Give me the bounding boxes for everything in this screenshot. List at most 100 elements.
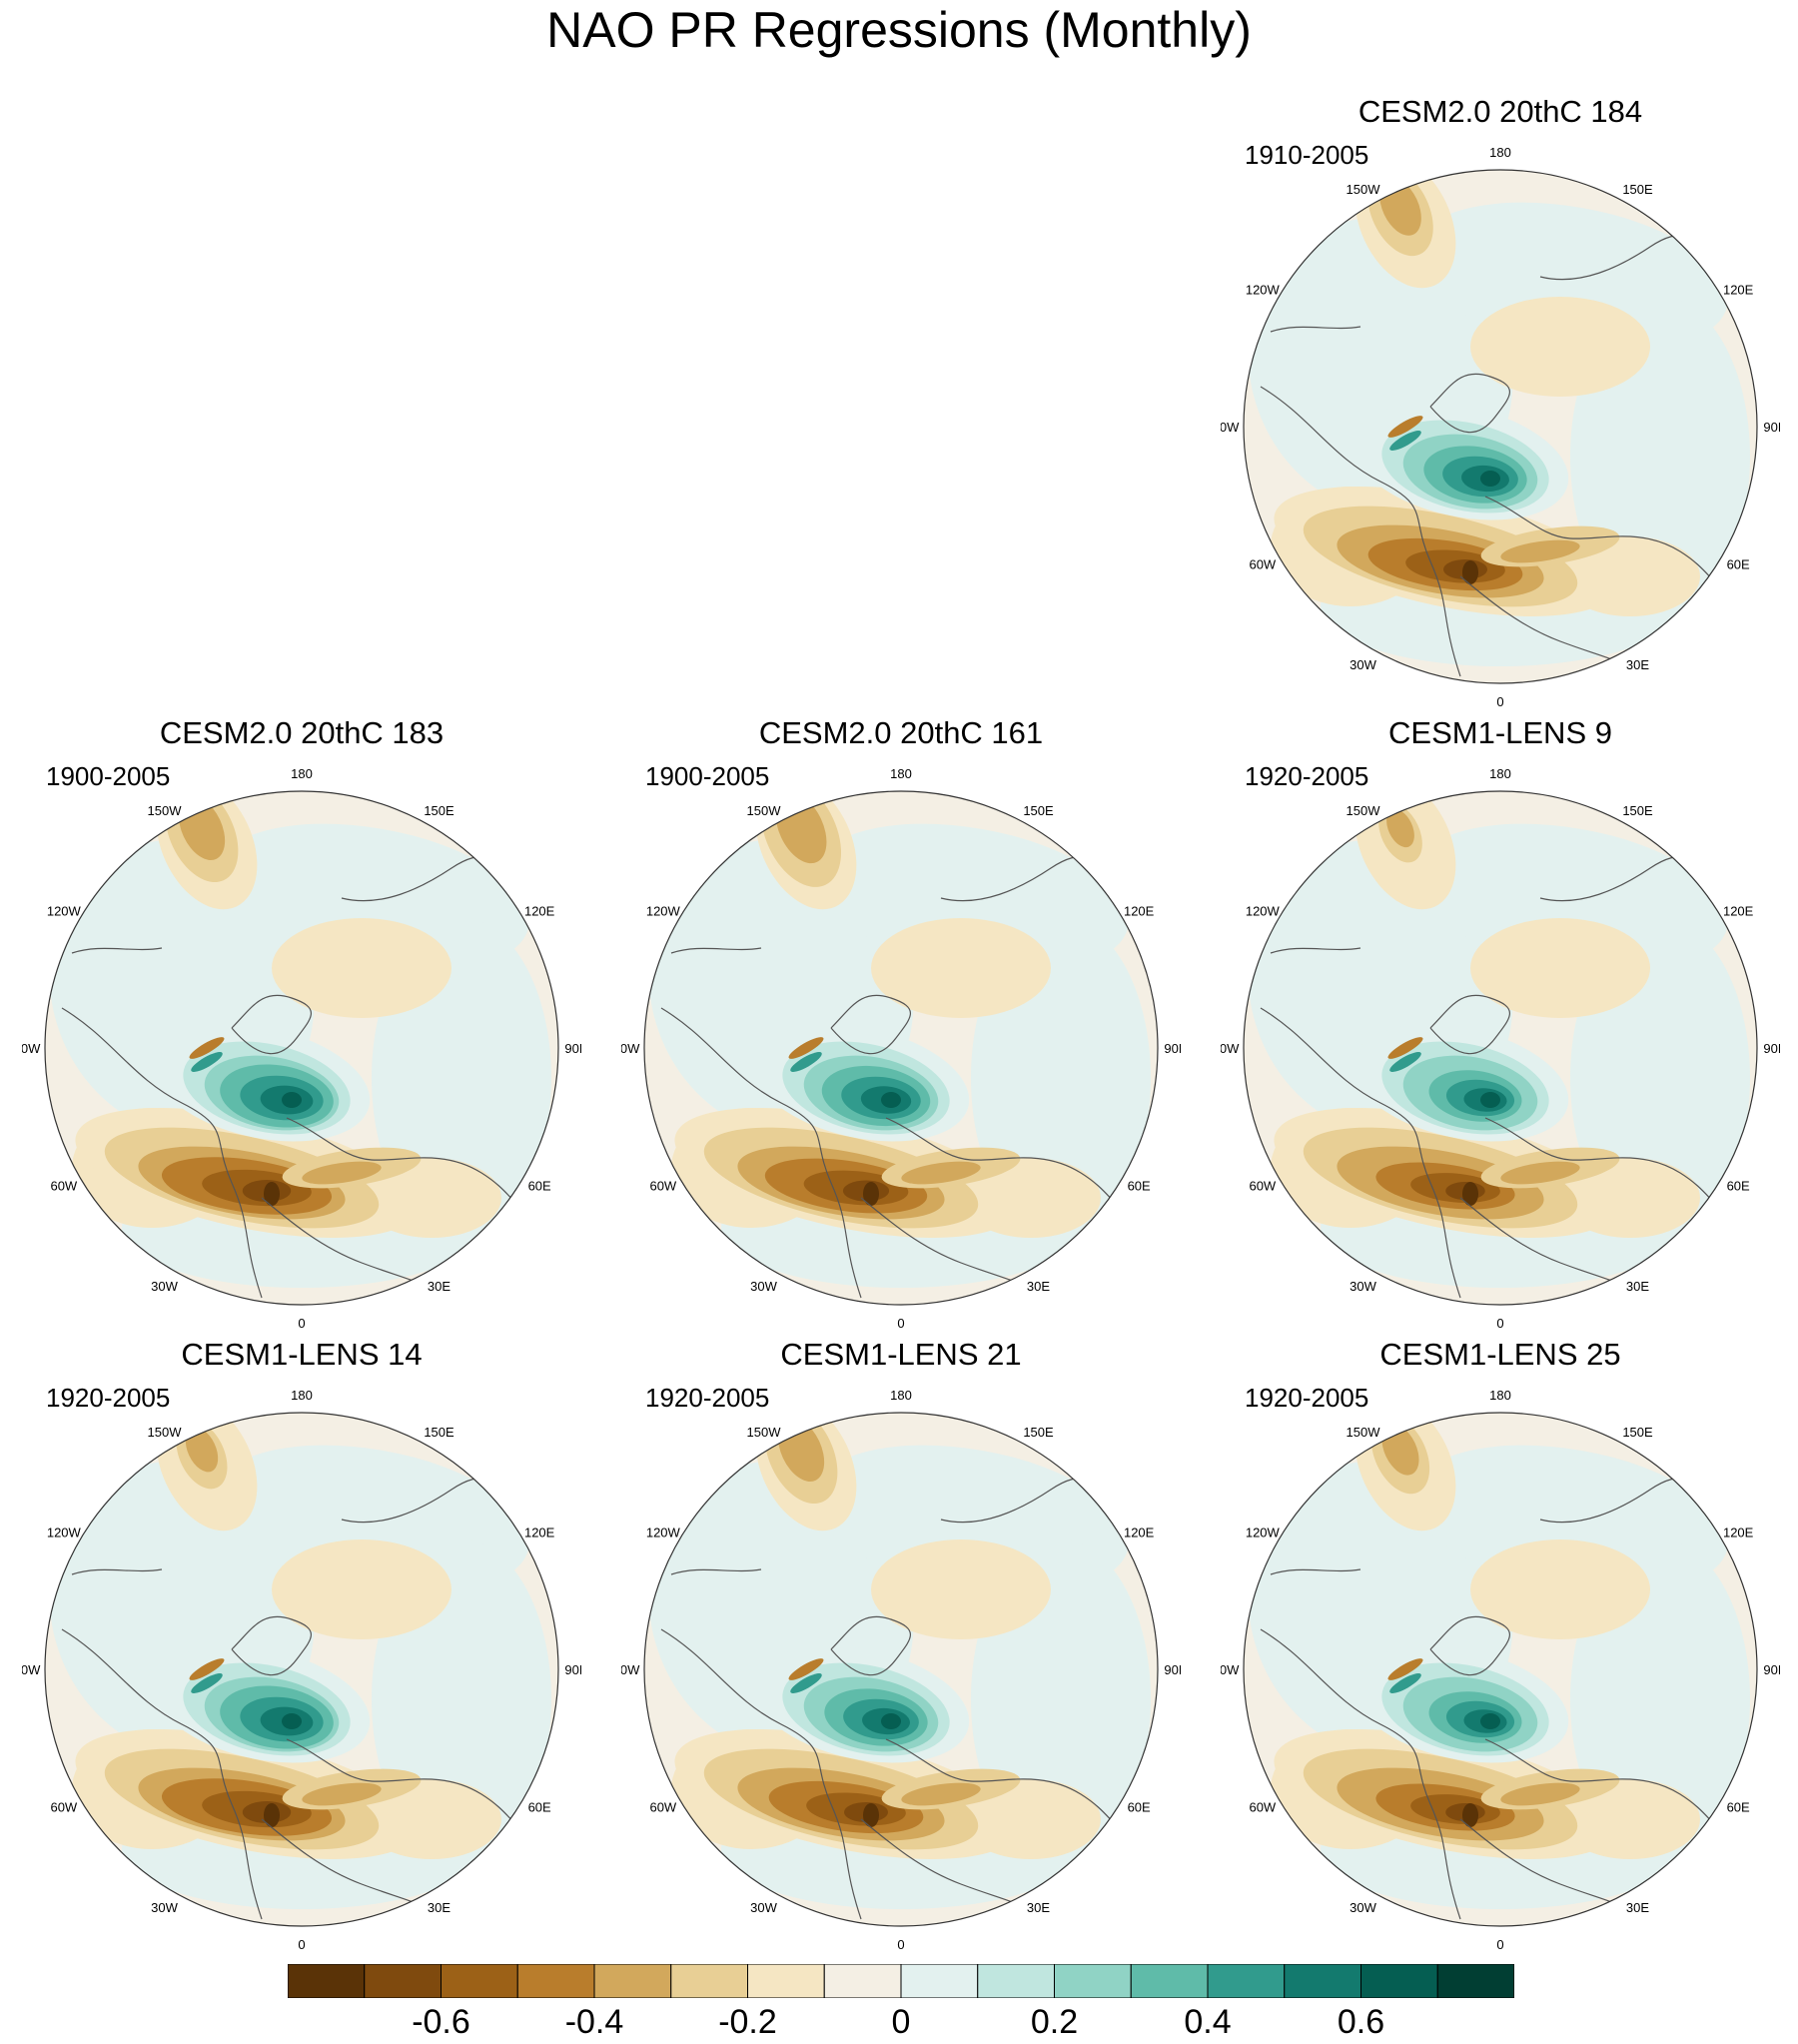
longitude-label: 150E xyxy=(1622,803,1653,818)
colorbar-swatch xyxy=(900,1964,979,1998)
longitude-label: 90W xyxy=(22,1662,41,1677)
colorbar-swatch xyxy=(1436,1964,1514,1998)
longitude-label: 90E xyxy=(1164,1662,1181,1677)
longitude-label: 90E xyxy=(1164,1041,1181,1056)
polar-map: 180 150E 120E 90E 60E 30E 0 30W 60W 90W 120W 150W xyxy=(1221,145,1780,709)
longitude-label: 120W xyxy=(1246,1526,1281,1540)
longitude-label: 90W xyxy=(621,1041,640,1056)
polar-map: 180 150E 120E 90E 60E 30E 0 30W 60W 90W 120W 150W xyxy=(621,1388,1181,1952)
contour-region xyxy=(901,1161,981,1185)
contour-region xyxy=(191,1673,223,1693)
longitude-label: 150E xyxy=(424,803,454,818)
longitude-label: 30E xyxy=(1027,1900,1050,1915)
contour-region xyxy=(790,1052,822,1072)
map-border xyxy=(44,790,559,1306)
panel-period: 1920-2005 xyxy=(645,1383,770,1413)
contour-region xyxy=(1470,918,1650,1018)
longitude-label: 60W xyxy=(649,1800,676,1815)
field-contours xyxy=(644,791,1158,1305)
field-contours xyxy=(45,1413,558,1926)
colorbar-swatch xyxy=(823,1964,902,1998)
map-border xyxy=(1243,1412,1758,1927)
longitude-label: 60W xyxy=(1249,1179,1276,1194)
contour-region xyxy=(1387,1658,1423,1680)
longitude-label: 120E xyxy=(1723,904,1754,919)
colorbar-swatch xyxy=(1130,1964,1209,1998)
longitude-label: 150W xyxy=(1347,182,1381,197)
contour-region xyxy=(189,1037,225,1059)
longitude-label: 0 xyxy=(897,1316,904,1331)
longitude-label: 90E xyxy=(1763,420,1780,435)
longitude-label: 90E xyxy=(1763,1041,1780,1056)
longitude-label: 30W xyxy=(151,1279,178,1294)
contour-region xyxy=(282,1713,302,1729)
longitude-label: 30W xyxy=(750,1900,777,1915)
longitude-label: 90E xyxy=(564,1041,581,1056)
longitude-label: 150W xyxy=(148,803,183,818)
colorbar-tick-label: 0.4 xyxy=(1184,2003,1232,2041)
longitude-label: 90E xyxy=(1763,1662,1780,1677)
panel-title: CESM1-LENS 9 xyxy=(1388,715,1612,750)
longitude-label: 150E xyxy=(1023,803,1054,818)
figure-title: NAO PR Regressions (Monthly) xyxy=(546,2,1252,58)
longitude-label: 90W xyxy=(621,1662,640,1677)
panel-period: 1920-2005 xyxy=(1245,761,1369,791)
longitude-label: 60E xyxy=(1727,1800,1750,1815)
colorbar-swatch xyxy=(288,1964,366,1998)
map-panel-cesm2-183: CESM2.0 20thC 183 1900-2005 180 150E 120E 9… xyxy=(22,713,581,1333)
panel-period: 1900-2005 xyxy=(46,761,171,791)
contour-region xyxy=(189,1658,225,1680)
panel-period: 1910-2005 xyxy=(1245,140,1369,170)
longitude-label: 0 xyxy=(897,1937,904,1952)
longitude-label: 150W xyxy=(1347,1425,1381,1440)
contour-region xyxy=(185,1427,219,1473)
contour-region xyxy=(871,918,1051,1018)
field-contours xyxy=(644,1413,1158,1926)
longitude-label: 30E xyxy=(1626,1900,1649,1915)
longitude-label: 30E xyxy=(1626,657,1649,672)
longitude-label: 150E xyxy=(424,1425,454,1440)
colorbar-tick-label: -0.6 xyxy=(412,2003,470,2041)
panel-title: CESM1-LENS 14 xyxy=(181,1337,423,1372)
contour-region xyxy=(788,1037,824,1059)
panel-title: CESM2.0 20thC 161 xyxy=(758,715,1044,750)
colorbar-swatch xyxy=(441,1964,518,1998)
longitude-label: 120E xyxy=(524,904,555,919)
contour-region xyxy=(863,1803,879,1827)
longitude-label: 60W xyxy=(50,1800,77,1815)
colorbar-swatch xyxy=(1360,1964,1438,1998)
contour-region xyxy=(191,1052,223,1072)
longitude-label: 30E xyxy=(1027,1279,1050,1294)
longitude-label: 30W xyxy=(1349,1900,1376,1915)
longitude-label: 60W xyxy=(1249,557,1276,572)
contour-region xyxy=(264,1182,280,1206)
contour-region xyxy=(1470,297,1650,397)
panel-title: CESM1-LENS 25 xyxy=(1379,1337,1621,1372)
contour-region xyxy=(272,1539,451,1639)
longitude-label: 0 xyxy=(1496,694,1503,709)
longitude-label: 60E xyxy=(528,1179,551,1194)
longitude-label: 150W xyxy=(747,803,782,818)
colorbar-tick-label: -0.4 xyxy=(564,2003,624,2041)
longitude-label: 60E xyxy=(1727,557,1750,572)
field-contours xyxy=(1244,170,1757,683)
longitude-label: 180 xyxy=(1489,766,1511,781)
longitude-label: 180 xyxy=(890,766,912,781)
colorbar-swatch xyxy=(364,1964,442,1998)
polar-map: 180 150E 120E 90E 60E 30E 0 30W 60W 90W 120W 150W xyxy=(1221,1388,1780,1952)
longitude-label: 120E xyxy=(1124,1526,1155,1540)
polar-map: 180 150E 120E 90E 60E 30E 0 30W 60W 90W 120W 150W xyxy=(621,766,1181,1331)
colorbar-swatch xyxy=(516,1964,595,1998)
contour-region xyxy=(863,1182,879,1206)
contour-region xyxy=(871,1539,1051,1639)
longitude-label: 120W xyxy=(1246,904,1281,919)
map-panel-cesm1-lens-25: CESM1-LENS 25 1920-2005 180 150E 120E 90E 60… xyxy=(1221,1335,1780,1954)
longitude-label: 120E xyxy=(1723,283,1754,298)
longitude-label: 60W xyxy=(649,1179,676,1194)
longitude-label: 0 xyxy=(1496,1316,1503,1331)
colorbar-swatch xyxy=(670,1964,748,1998)
panel-title: CESM2.0 20thC 183 xyxy=(159,715,445,750)
longitude-label: 30W xyxy=(750,1279,777,1294)
polar-map: 180 150E 120E 90E 60E 30E 0 30W 60W 90W 120W 150W xyxy=(22,1388,581,1952)
longitude-label: 150W xyxy=(1347,803,1381,818)
